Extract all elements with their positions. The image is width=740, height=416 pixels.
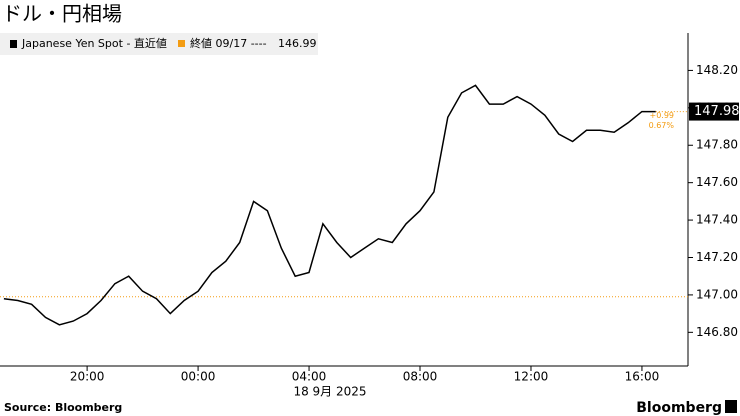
y-tick-label: 147.80 [696,138,738,152]
legend-value: 146.99 [278,37,317,50]
x-tick-label: 12:00 [514,370,549,384]
y-tick-label: 146.80 [696,325,738,339]
x-tick-label: 00:00 [181,370,216,384]
y-tick-label: 147.00 [696,287,738,301]
chart-title: ドル・円相場 [2,2,122,26]
brand-icon [725,400,737,413]
y-tick-label: 148.20 [696,63,738,77]
y-tick-label: 147.60 [696,175,738,189]
x-axis-label: 18 9月 2025 [293,385,366,399]
legend-swatch [178,40,185,47]
price-line [3,84,656,326]
change-label: +0.99 [649,111,674,120]
x-tick-label: 16:00 [625,370,660,384]
legend-box [0,33,318,55]
x-tick-label: 20:00 [70,370,105,384]
x-tick-label: 08:00 [403,370,438,384]
source: Source: Bloomberg [4,401,122,414]
last-price: 147.98 [694,104,740,119]
y-tick-label: 147.20 [696,250,738,264]
y-tick-label: 147.40 [696,213,738,227]
legend-entry: Japanese Yen Spot - 直近値 [21,36,167,50]
change-label: 0.67% [649,121,675,130]
x-tick-label: 04:00 [292,370,327,384]
legend-swatch [10,40,17,48]
brand: Bloomberg [636,400,722,416]
last-price-tag [689,102,739,121]
legend-entry: 終値 09/17 ---- [190,36,267,50]
